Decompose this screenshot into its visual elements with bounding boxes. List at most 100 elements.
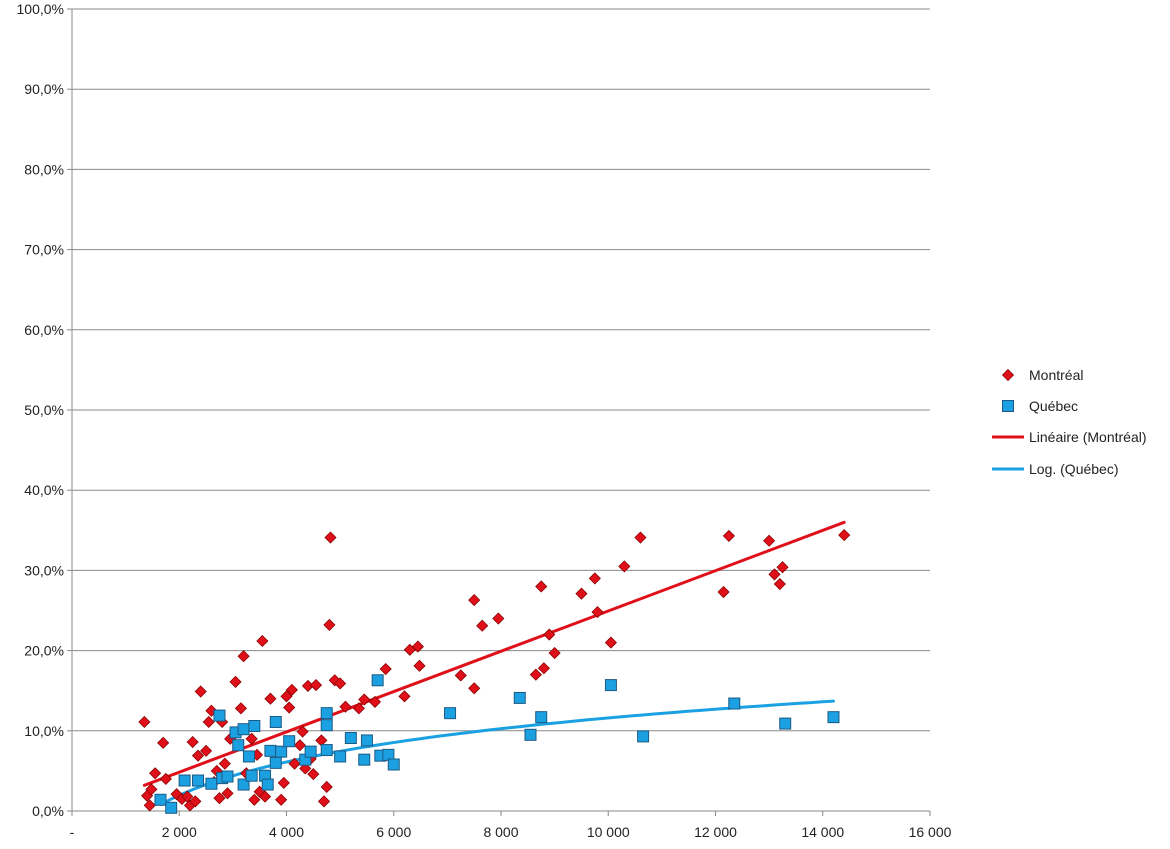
data-point-montreal [138, 715, 151, 729]
data-point-quebec [320, 719, 333, 732]
data-point-montreal [543, 628, 556, 641]
data-point-montreal [299, 762, 312, 775]
data-point-montreal [293, 739, 306, 752]
data-point-montreal [245, 732, 258, 745]
x-tick-label: 10 000 [587, 824, 630, 840]
data-point-montreal [285, 683, 298, 696]
data-point-montreal [213, 792, 226, 805]
legend-marker-montreal [1001, 368, 1015, 382]
data-point-montreal [537, 662, 550, 675]
data-point-montreal [186, 735, 199, 749]
data-point-quebec [524, 728, 537, 741]
data-point-quebec [637, 730, 650, 743]
data-point-montreal [323, 618, 336, 632]
y-tick-label: 80,0% [24, 161, 64, 177]
data-point-quebec [237, 778, 250, 791]
x-tick-label: 6 000 [376, 824, 411, 840]
data-point-quebec [245, 769, 258, 782]
data-point-montreal [280, 690, 293, 703]
data-point-montreal [604, 636, 617, 649]
y-tick-label: 0,0% [32, 803, 64, 819]
data-point-montreal [575, 587, 588, 600]
data-point-montreal [454, 669, 467, 682]
data-point-montreal [339, 700, 352, 713]
data-point-montreal [234, 702, 247, 715]
data-point-montreal [256, 634, 269, 648]
data-point-quebec [248, 719, 261, 732]
data-point-quebec [358, 753, 371, 766]
data-point-montreal [411, 640, 424, 653]
data-point-quebec [232, 739, 245, 752]
data-point-quebec [387, 758, 400, 771]
data-point-montreal [717, 585, 730, 599]
y-tick-label: 10,0% [24, 723, 64, 739]
data-point-montreal [189, 795, 202, 808]
data-point-quebec [371, 674, 384, 687]
x-axis-tick-labels: - 2 000 4 000 6 000 8 000 10 000 12 000 14 000 1… [70, 824, 952, 840]
data-point-quebec [275, 745, 288, 758]
data-point-montreal [529, 668, 542, 681]
data-point-montreal [838, 529, 851, 542]
data-point-montreal [159, 772, 172, 785]
y-tick-label: 100,0% [17, 1, 64, 17]
data-point-quebec [264, 744, 277, 757]
data-point-montreal [468, 594, 481, 607]
data-point-montreal [588, 572, 601, 585]
legend-label-quebec: Québec [1029, 398, 1078, 414]
x-tick-label: 16 000 [909, 824, 952, 840]
data-point-montreal [143, 799, 156, 812]
data-point-montreal [275, 793, 288, 806]
data-point-montreal [722, 529, 735, 542]
data-point-montreal [218, 757, 231, 770]
data-point-montreal [317, 795, 331, 808]
data-point-montreal [368, 695, 382, 708]
y-tick-label: 30,0% [24, 562, 64, 578]
data-point-montreal [763, 534, 776, 547]
data-point-quebec [205, 777, 218, 790]
data-point-montreal [191, 749, 205, 762]
data-point-montreal [634, 531, 647, 544]
data-point-quebec [269, 756, 282, 769]
data-point-montreal [199, 744, 213, 757]
data-point-montreal [309, 679, 323, 692]
data-point-quebec [154, 793, 167, 806]
data-point-montreal [352, 702, 365, 715]
y-tick-label: 90,0% [24, 81, 64, 97]
data-point-montreal [283, 701, 296, 714]
x-tick-label: 14 000 [801, 824, 844, 840]
data-point-quebec [535, 711, 548, 724]
data-point-montreal [776, 561, 789, 574]
data-point-quebec [192, 774, 205, 787]
legend-marker-quebec [1002, 400, 1014, 412]
x-tick-label: 12 000 [694, 824, 737, 840]
data-point-quebec [165, 801, 178, 814]
data-point-quebec [513, 691, 526, 704]
data-point-quebec [728, 697, 741, 710]
data-point-quebec [242, 750, 255, 763]
data-point-montreal [768, 568, 781, 581]
data-point-montreal [535, 580, 548, 593]
y-tick-label: 20,0% [24, 643, 64, 659]
data-point-quebec [213, 709, 226, 722]
data-point-montreal [277, 776, 290, 789]
data-point-montreal [221, 787, 234, 800]
data-point-quebec [221, 770, 234, 783]
y-tick-label: 70,0% [24, 242, 64, 258]
data-point-montreal [202, 715, 215, 729]
gridlines [72, 8, 930, 732]
data-point-quebec [334, 750, 347, 763]
data-point-quebec [304, 745, 317, 758]
x-tick-label: - [70, 824, 75, 840]
data-point-montreal [358, 693, 371, 706]
data-point-quebec [827, 711, 840, 724]
legend: Montréal Québec Linéaire (Montréal) Log. (Q… [992, 367, 1147, 477]
legend-label-log: Log. (Québec) [1029, 461, 1119, 477]
x-tick-label: 2 000 [162, 824, 197, 840]
legend-label-linear: Linéaire (Montréal) [1029, 429, 1147, 445]
axes [67, 8, 931, 816]
data-point-quebec [283, 735, 296, 748]
data-point-montreal [264, 692, 277, 705]
data-point-montreal [307, 768, 320, 781]
data-point-montreal [229, 675, 242, 688]
